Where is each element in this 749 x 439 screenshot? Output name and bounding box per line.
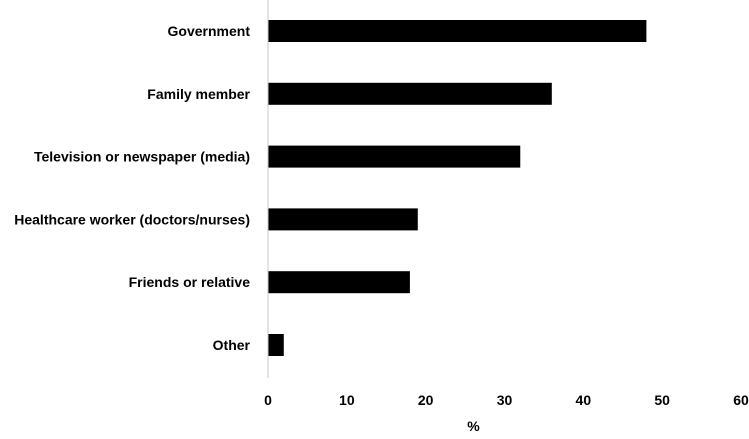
x-tick-label: 0 [264,392,272,408]
bars-group [268,20,647,356]
x-tick-label: 30 [497,392,513,408]
bar-family-member [268,82,552,105]
category-label: Television or newspaper (media) [34,149,250,165]
x-tick-label: 10 [339,392,355,408]
category-label: Family member [147,86,250,102]
bar-other [268,334,284,356]
category-label: Government [168,23,251,39]
category-label: Other [213,337,251,353]
bar-friends-or-relative [268,271,410,294]
bar-government [268,20,647,42]
category-labels-group: Government Family member Television or new… [14,23,250,353]
bar-healthcare-worker-doctors-nurses [268,208,418,231]
x-tick-label: 40 [576,392,592,408]
x-tick-label: 60 [733,392,749,408]
category-label: Healthcare worker (doctors/nurses) [14,211,250,227]
category-label: Friends or relative [129,274,251,290]
x-tick-label: 20 [418,392,434,408]
bar-television-or-newspaper-media [268,145,521,168]
x-tick-label: 50 [654,392,670,408]
x-tick-labels-group: 0 10 20 30 40 50 60 [264,392,749,408]
x-axis-title: % [467,418,480,434]
